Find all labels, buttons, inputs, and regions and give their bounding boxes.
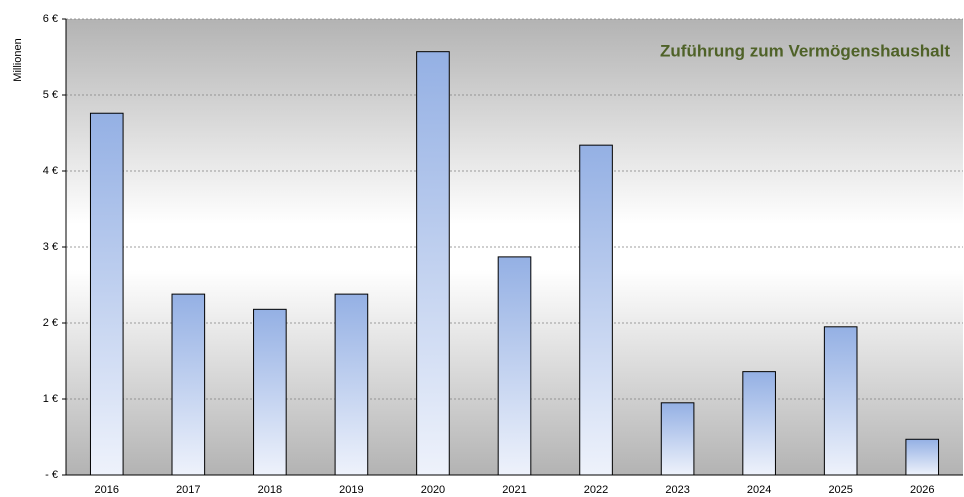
bar	[334, 293, 369, 476]
x-tick-label: 2023	[665, 484, 689, 496]
y-tick-label: 3 €	[43, 241, 58, 253]
x-tick-label: 2026	[910, 484, 934, 496]
y-tick-label: 6 €	[43, 13, 58, 25]
bar	[253, 308, 287, 476]
x-tick-label: 2025	[828, 484, 852, 496]
bar	[660, 402, 695, 476]
x-tick-label: 2022	[584, 484, 608, 496]
x-tick-label: 2017	[176, 484, 200, 496]
bar	[416, 51, 450, 476]
bar	[171, 293, 206, 476]
x-tick-label: 2018	[258, 484, 282, 496]
x-tick-label: 2016	[95, 484, 119, 496]
x-tick-label: 2020	[421, 484, 445, 496]
x-tick-label: 2021	[502, 484, 526, 496]
y-axis-label: Millionen	[12, 38, 24, 81]
bar	[89, 112, 124, 476]
y-tick-label: 1 €	[43, 393, 58, 405]
y-tick-label: 5 €	[43, 89, 58, 101]
y-tick-label: 4 €	[43, 165, 58, 177]
chart-title: Zuführung zum Vermögenshaushalt	[660, 41, 950, 60]
y-tick-label: - €	[45, 469, 58, 481]
bar	[579, 144, 613, 476]
bar	[742, 371, 776, 476]
x-tick-label: 2024	[747, 484, 771, 496]
x-tick-label: 2019	[339, 484, 363, 496]
bar	[905, 438, 940, 476]
y-tick-label: 2 €	[43, 317, 58, 329]
bar	[497, 256, 532, 476]
bar	[823, 326, 858, 476]
